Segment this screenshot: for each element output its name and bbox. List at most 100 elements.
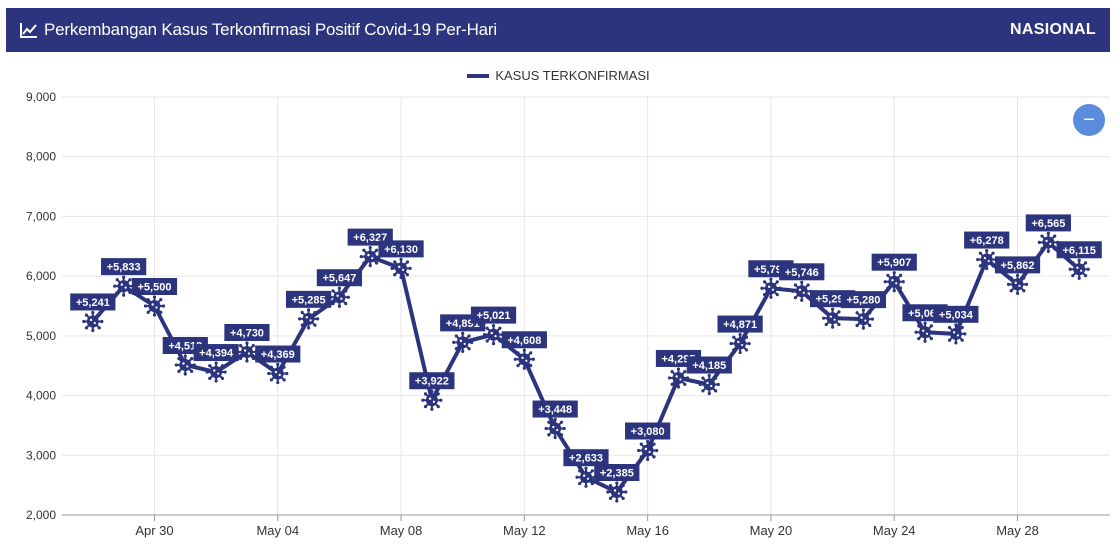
data-label-box (717, 315, 763, 333)
data-label-text: +5,241 (76, 297, 110, 309)
data-label-box (224, 323, 270, 341)
data-label-text: +4,730 (230, 327, 264, 339)
data-label: +4,871 (717, 315, 763, 333)
data-label-text: +4,608 (507, 335, 541, 347)
data-label-text: +4,871 (723, 319, 757, 331)
data-label-text: +5,862 (1001, 260, 1035, 272)
y-tick-label: 6,000 (26, 269, 56, 283)
data-point-marker (297, 308, 320, 330)
data-label: +5,285 (285, 290, 332, 308)
data-point-marker (945, 323, 967, 345)
data-point-marker (883, 271, 905, 293)
data-point-marker (852, 308, 875, 330)
x-tick-label: May 08 (380, 523, 423, 538)
data-label-box (563, 449, 609, 467)
data-point-marker (821, 307, 844, 329)
data-label: +4,394 (193, 344, 239, 362)
data-label-text: +6,278 (970, 235, 1004, 247)
data-label-text: +5,907 (877, 257, 911, 269)
data-label-box (779, 263, 825, 281)
y-tick-label: 4,000 (26, 389, 56, 403)
data-label: +5,833 (101, 258, 147, 276)
data-label-box (594, 464, 640, 482)
data-label-box (378, 240, 424, 258)
data-label-box (70, 293, 116, 311)
data-label: +5,280 (840, 291, 887, 309)
data-point-marker (143, 295, 166, 317)
y-tick-label: 7,000 (26, 209, 56, 223)
data-label: +6,278 (964, 231, 1010, 249)
line-chart-icon (20, 23, 37, 38)
data-point-marker (791, 280, 813, 302)
data-label-box (625, 422, 671, 440)
data-label-text: +5,746 (785, 267, 819, 279)
data-label-box (101, 258, 147, 276)
data-label-text: +3,922 (415, 376, 449, 388)
data-label-box (1056, 241, 1102, 259)
data-point-marker (637, 439, 659, 462)
x-tick-label: May 16 (626, 523, 669, 538)
data-label-text: +5,500 (137, 282, 171, 294)
data-point-marker (452, 331, 474, 353)
line-chart: 2,000 3,000 4,000 5,000 6,000 7,000 8,000 9,000… (26, 90, 1110, 538)
data-label-box (1025, 214, 1071, 232)
data-label-box (285, 290, 332, 308)
data-label-text: +2,385 (600, 468, 634, 480)
data-label-box (686, 356, 732, 374)
data-point-marker (667, 367, 690, 389)
data-label-text: +5,647 (322, 273, 356, 285)
data-point-marker (174, 354, 196, 376)
y-tick-label: 2,000 (26, 508, 56, 522)
y-tick-label: 8,000 (26, 150, 56, 164)
data-point-marker (575, 466, 597, 488)
data-label-box (409, 372, 455, 390)
legend-label: KASUS TERKONFIRMASI (495, 68, 650, 83)
legend-swatch (467, 73, 490, 78)
data-point-marker (482, 324, 505, 346)
data-label-box (316, 269, 363, 287)
data-point-marker (606, 481, 628, 503)
data-label: +6,115 (1056, 241, 1102, 259)
data-label: +5,500 (131, 278, 178, 295)
x-tick-label: May 24 (873, 523, 916, 538)
data-label-text: +5,034 (939, 309, 974, 321)
data-label: +3,448 (532, 400, 578, 418)
data-label: +4,608 (501, 331, 547, 349)
data-point-marker (390, 257, 412, 279)
data-label-text: +6,115 (1063, 245, 1096, 257)
x-tick-label: May 04 (256, 523, 299, 538)
data-label: +5,241 (70, 293, 116, 311)
data-label-text: +5,285 (292, 294, 326, 306)
data-point-marker (1037, 231, 1059, 254)
data-label: +4,185 (686, 356, 732, 374)
data-label: +5,021 (470, 306, 517, 324)
data-point-marker (267, 362, 289, 385)
zoom-out-button[interactable]: − (1073, 104, 1105, 136)
data-label-box (255, 345, 301, 363)
data-label: +6,565 (1025, 214, 1071, 232)
y-tick-label: 5,000 (26, 329, 56, 343)
data-label: +5,647 (316, 269, 363, 287)
data-label-box (470, 306, 517, 324)
data-label: +4,369 (255, 345, 301, 363)
data-point-marker (113, 275, 135, 297)
data-label-text: +3,448 (538, 404, 572, 416)
data-label-box (501, 331, 547, 349)
data-label: +6,130 (378, 240, 424, 258)
chart-legend[interactable]: KASUS TERKONFIRMASI (0, 68, 1117, 83)
data-label-text: +3,080 (631, 426, 665, 438)
data-label-text: +4,185 (692, 360, 726, 372)
data-point-marker (82, 310, 104, 333)
y-axis: 2,000 3,000 4,000 5,000 6,000 7,000 8,000 9,000 (26, 90, 56, 522)
data-label: +3,080 (625, 422, 671, 440)
data-point-marker (1068, 258, 1090, 280)
data-point-marker (328, 286, 351, 308)
data-label-text: +5,021 (477, 310, 511, 322)
data-label-text: +6,565 (1031, 218, 1065, 230)
data-point-marker (513, 348, 535, 370)
y-tick-label: 9,000 (26, 90, 56, 104)
data-label: +5,907 (871, 253, 917, 271)
data-point-marker (760, 277, 782, 299)
data-point-marker (698, 373, 720, 396)
data-label-text: +5,833 (107, 262, 141, 274)
